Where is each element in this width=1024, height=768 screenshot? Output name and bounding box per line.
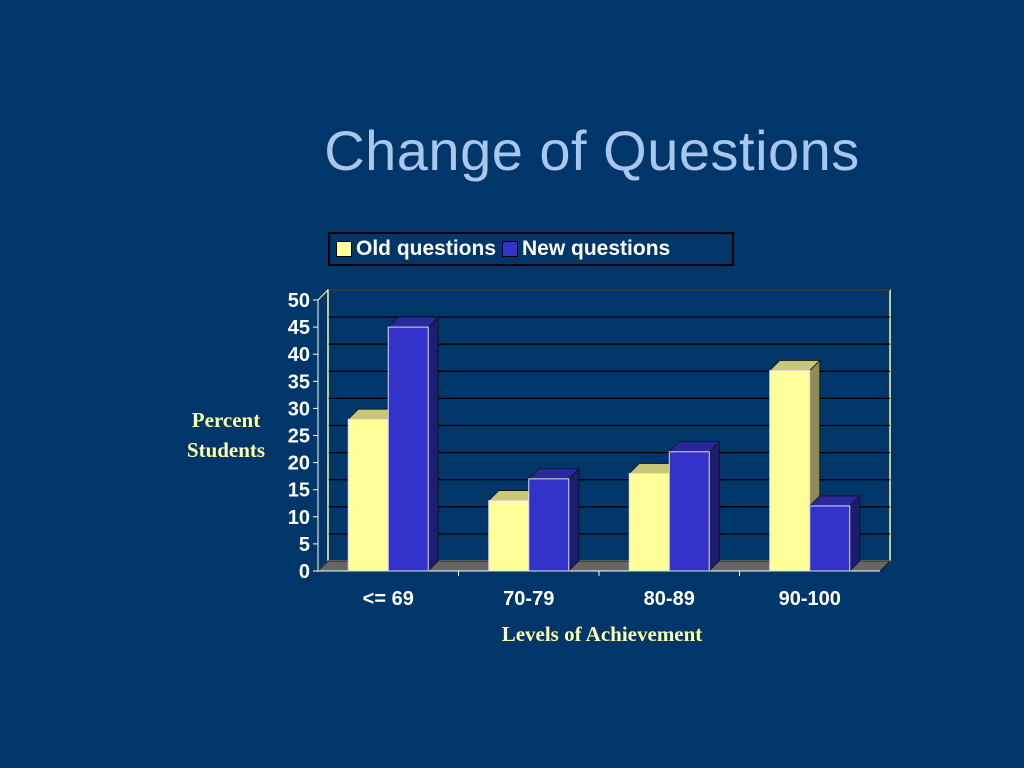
bar-old-questions-2: [628, 472, 670, 572]
legend-item-old-questions: Old questions: [336, 237, 496, 261]
y-tick-label: 15: [288, 480, 310, 502]
chart-legend: Old questions New questions: [328, 232, 734, 266]
legend-item-new-questions: New questions: [502, 237, 670, 261]
bar-old-questions-3: [769, 369, 811, 572]
slide-title: Change of Questions: [324, 119, 860, 182]
x-tick-label: 80-89: [644, 588, 695, 610]
bar-new-questions-0: [387, 326, 429, 572]
bar-new-questions-3: [809, 505, 851, 572]
y-tick-label: 0: [299, 561, 310, 583]
bar-old-questions-1: [488, 500, 530, 572]
y-tick-label: 35: [288, 371, 310, 393]
y-tick-label: 20: [288, 453, 310, 475]
y-tick-label: 50: [288, 290, 310, 312]
legend-swatch-new-questions: [502, 241, 519, 257]
y-tick-label: 45: [288, 317, 310, 339]
bar-new-questions-2-side: [708, 440, 720, 572]
bar-new-questions-1: [528, 478, 570, 572]
bar-new-questions-2: [668, 451, 710, 572]
x-axis-title: Levels of Achievement: [501, 622, 703, 646]
y-tick-label: 10: [288, 507, 310, 529]
bar-new-questions-0-side: [427, 316, 439, 572]
legend-swatch-old-questions: [336, 241, 352, 257]
legend-label-new-questions: New questions: [522, 237, 671, 260]
plot-side-wall: [317, 288, 329, 573]
legend-label-old-questions: Old questions: [356, 237, 497, 260]
x-tick-label: <= 69: [363, 588, 414, 610]
x-tick-label: 90-100: [779, 588, 841, 610]
y-tick-label: 25: [288, 426, 310, 448]
y-axis-title: Percent Students: [168, 405, 284, 465]
y-tick-label: 5: [299, 534, 310, 556]
x-tick-label: 70-79: [503, 588, 554, 610]
bar-new-questions-3-side: [849, 494, 861, 572]
bar-old-questions-0: [347, 418, 389, 572]
y-tick-label: 40: [288, 344, 310, 366]
y-axis-title-text: Percent Students: [186, 408, 266, 462]
y-tick-label: 30: [288, 398, 310, 420]
bar-new-questions-1-side: [568, 467, 580, 572]
